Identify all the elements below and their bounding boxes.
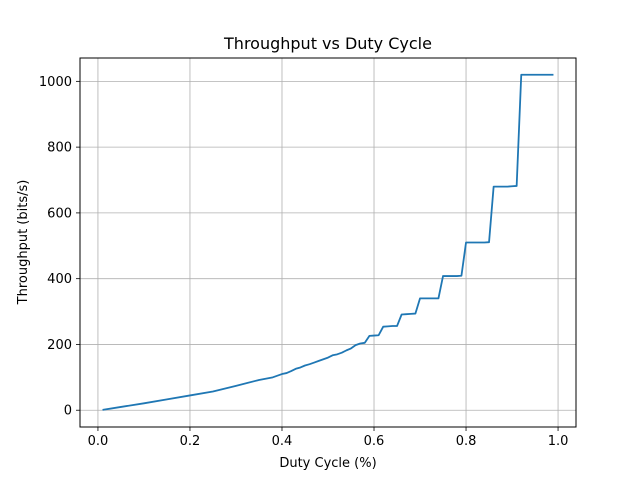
- y-tick-label: 0: [64, 404, 72, 419]
- y-tick-label: 800: [47, 141, 72, 156]
- series-layer: [102, 73, 554, 411]
- y-axis: 0 200 400 600 800 1000: [39, 75, 80, 419]
- x-tick-label: 0.4: [272, 434, 293, 449]
- y-tick-label: 1000: [39, 75, 72, 90]
- series-line: [102, 73, 554, 411]
- y-axis-label: Throughput (bits/s): [16, 180, 31, 306]
- plot-frame: [79, 57, 577, 428]
- x-tick-label: 0.0: [88, 434, 109, 449]
- y-tick-label: 200: [47, 338, 72, 353]
- y-tick-label: 600: [47, 206, 72, 221]
- x-axis: 0.0 0.2 0.4 0.6 0.8 1.0: [88, 427, 569, 449]
- x-tick-label: 0.8: [456, 434, 477, 449]
- x-tick-label: 0.2: [180, 434, 201, 449]
- x-tick-label: 1.0: [548, 434, 569, 449]
- chart-title: Throughput vs Duty Cycle: [223, 34, 432, 53]
- x-axis-label: Duty Cycle (%): [279, 456, 376, 471]
- y-tick-label: 400: [47, 272, 72, 287]
- x-tick-label: 0.6: [364, 434, 385, 449]
